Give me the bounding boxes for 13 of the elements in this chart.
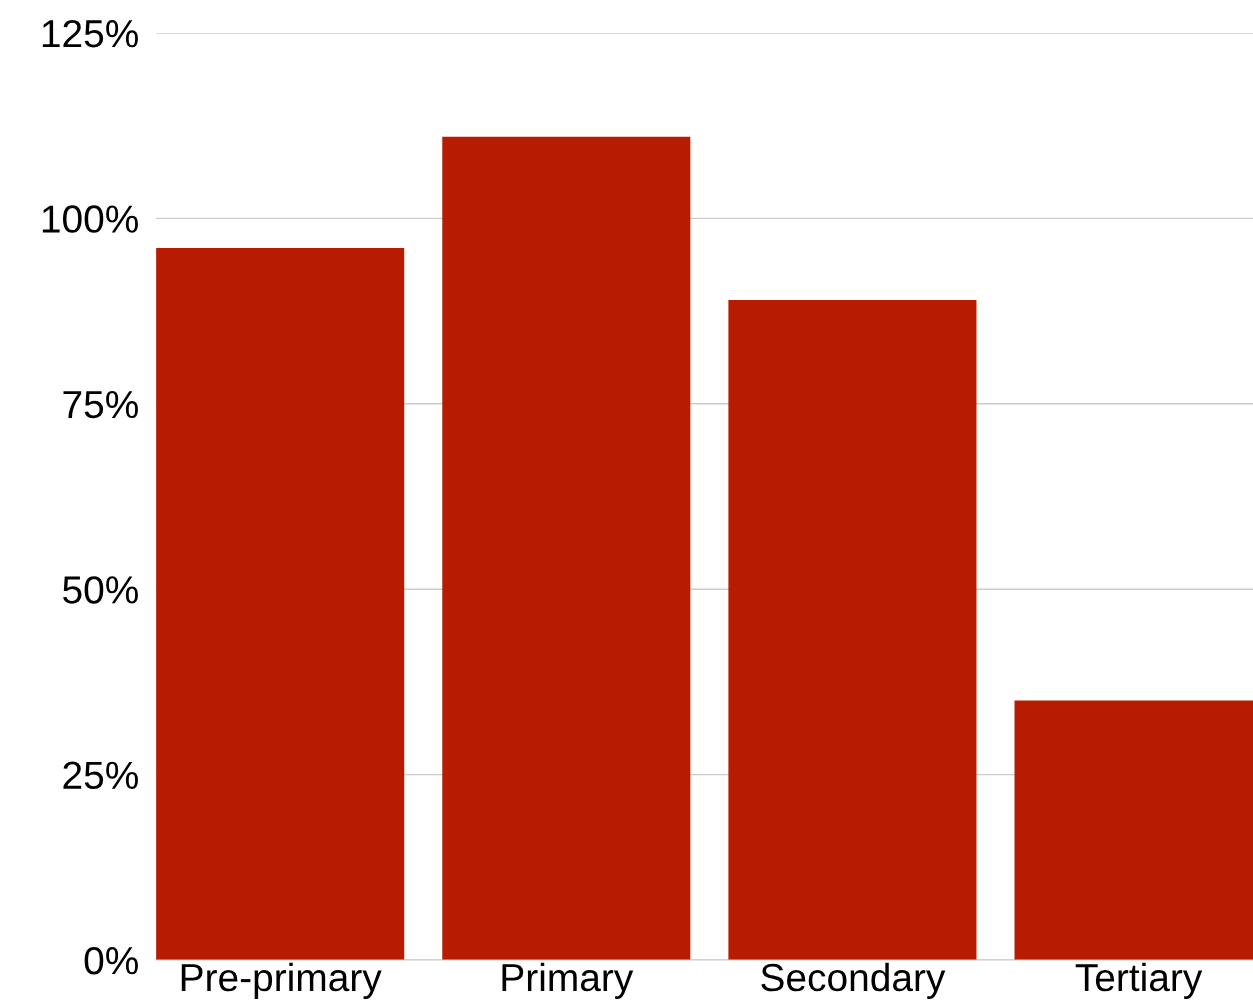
y-tick-label: 75% <box>63 390 138 419</box>
bar <box>728 299 977 960</box>
x-tick-label: Secondary <box>761 962 946 1000</box>
x-tick-label: Tertiary <box>1075 962 1203 1000</box>
y-tick-label: 50% <box>63 576 138 604</box>
x-tick-label: Pre-primary <box>181 962 382 1000</box>
y-tick-label: 100% <box>42 205 138 233</box>
y-tick-label: 25% <box>63 761 138 790</box>
bar <box>442 136 691 960</box>
x-tick-label: Primary <box>502 962 634 1000</box>
bar <box>156 248 405 960</box>
y-tick-label: 0% <box>84 946 138 975</box>
y-tick-label: 125% <box>42 19 138 48</box>
